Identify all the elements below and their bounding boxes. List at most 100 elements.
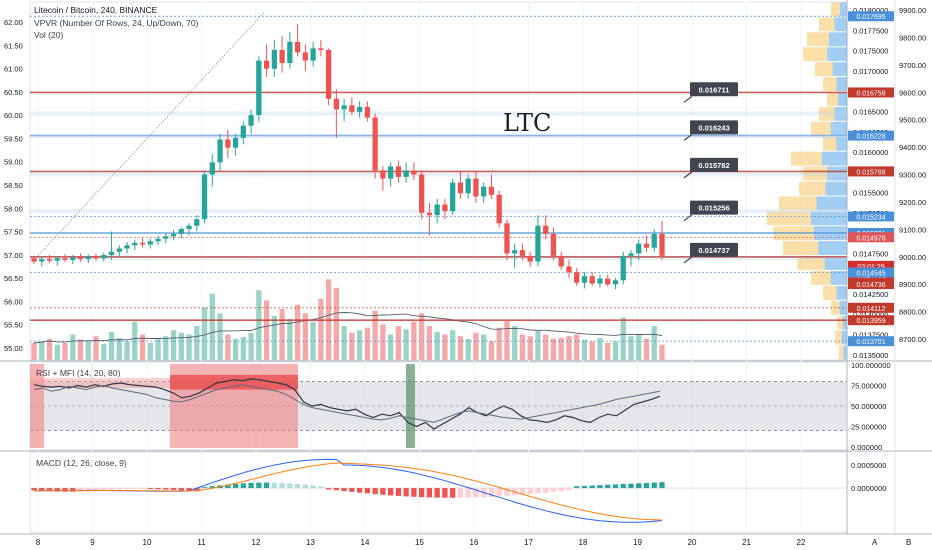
callout-pointer (683, 133, 693, 141)
macd-histogram-bar (333, 488, 340, 491)
vpvr-row-up (827, 47, 847, 62)
candle-body (325, 50, 332, 99)
vpvr-row-up (839, 2, 847, 17)
axis-corner-a: A (872, 538, 878, 547)
vpvr-row-up (827, 166, 847, 181)
volume-bar (597, 337, 603, 360)
candle-body (574, 272, 580, 283)
vpvr-row-up (842, 315, 847, 330)
candle-body (465, 178, 471, 194)
macd-histogram-bar (527, 488, 533, 495)
vpvr-row-down (839, 345, 844, 360)
callout-label: 0.014737 (698, 246, 729, 255)
mfi-line (33, 384, 661, 423)
rsi-legend: RSI + MFI (14, 20, 80) (36, 368, 121, 378)
volume-bar (217, 313, 223, 360)
volume-bar (333, 287, 340, 360)
vpvr-row-up (841, 330, 847, 345)
time-axis-label: 17 (524, 538, 533, 547)
candle-body (643, 243, 650, 248)
volume-bar (372, 310, 378, 360)
left-axis-tick-label: 60.00 (4, 111, 23, 120)
volume-bar (566, 336, 572, 360)
volume-bar (504, 320, 510, 360)
macd-axis-tick-label: 0.0005000 (851, 461, 886, 470)
vpvr-row-down (803, 47, 828, 62)
candle-body (356, 106, 363, 112)
macd-histogram-bar (620, 484, 626, 489)
candle-body (163, 236, 169, 239)
vpvr-row-up (836, 285, 847, 300)
macd-histogram-bar (46, 488, 53, 492)
vpvr-row-down (823, 136, 837, 151)
left-axis-tick-label: 55.50 (4, 321, 23, 330)
price-tag-label: 0.014545 (856, 271, 885, 278)
price-axis-tick-label: 0.0155000 (853, 189, 888, 198)
macd-histogram-bar (147, 488, 153, 490)
far-right-axis-tick-label: 9700.00 (899, 61, 926, 70)
candle-body (62, 258, 68, 260)
ltc-annotation: LTC (503, 109, 552, 137)
candle-body (232, 137, 239, 148)
volume-bar (574, 334, 580, 360)
macd-histogram-bar (628, 483, 634, 489)
vpvr-row-down (815, 62, 833, 77)
price-axis-tick-label: 0.0180000 (853, 6, 888, 15)
volume-bar (488, 341, 495, 360)
price-tag-label: 0.016758 (856, 90, 885, 97)
time-axis-label: 12 (252, 538, 261, 547)
candle-body (659, 233, 665, 256)
macd-histogram-bar (194, 488, 200, 492)
vpvr-row-down (779, 196, 817, 211)
volume-bar (628, 336, 634, 360)
far-right-axis-tick-label: 9900.00 (899, 6, 926, 15)
candle-body (93, 256, 99, 259)
macd-histogram-bar (519, 488, 526, 495)
time-axis-label: 13 (306, 538, 315, 547)
volume-bar (341, 326, 347, 360)
candle-body (605, 278, 611, 285)
price-tag-label: 0.014978 (856, 235, 885, 242)
price-axis-tick-label: 0.0177500 (853, 26, 888, 35)
volume-bar (271, 315, 277, 360)
candle-body (85, 256, 91, 260)
volume-bar (419, 313, 425, 360)
volume-bar (558, 337, 564, 360)
price-tag-label: 0.015234 (856, 214, 885, 221)
vpvr-legend: VPVR (Number Of Rows, 24, Up/Down, 70) (34, 18, 199, 28)
macd-histogram-bar (124, 488, 130, 490)
macd-histogram-bar (201, 487, 208, 489)
left-axis-tick-label: 56.50 (4, 274, 23, 283)
volume-bar (85, 341, 91, 360)
callout-pointer (683, 256, 693, 264)
callout-pointer (683, 214, 693, 222)
macd-histogram-bar (496, 488, 502, 497)
price-tag (848, 278, 894, 289)
macd-histogram-bar (465, 488, 471, 498)
volume-bar (294, 304, 301, 360)
volume-bar (209, 293, 215, 360)
macd-histogram-bar (535, 488, 541, 494)
rsi-line (33, 378, 661, 430)
price-axis-tick-label: 0.0170000 (853, 67, 888, 76)
macd-histogram-bar (101, 488, 107, 491)
vpvr-row-up (829, 32, 847, 47)
far-right-axis-tick-label: 9200.00 (899, 198, 926, 207)
price-tag (848, 11, 894, 22)
macd-histogram-bar (132, 488, 138, 490)
candle-body (132, 242, 138, 246)
macd-histogram-bar (581, 485, 588, 489)
volume-bar (240, 337, 246, 360)
rsi-axis-tick-label: 50.000000 (851, 402, 886, 411)
macd-histogram-bar (643, 482, 650, 489)
price-axis-tick-label: 0.0137500 (853, 331, 888, 340)
macd-histogram-bar (155, 488, 161, 490)
trend-line (33, 11, 266, 261)
candle-body (302, 52, 308, 61)
price-tag (848, 315, 894, 326)
macd-histogram-bar (558, 488, 564, 492)
candle-body (496, 194, 502, 224)
volume-bar (512, 326, 518, 360)
volume-bar (93, 336, 99, 360)
